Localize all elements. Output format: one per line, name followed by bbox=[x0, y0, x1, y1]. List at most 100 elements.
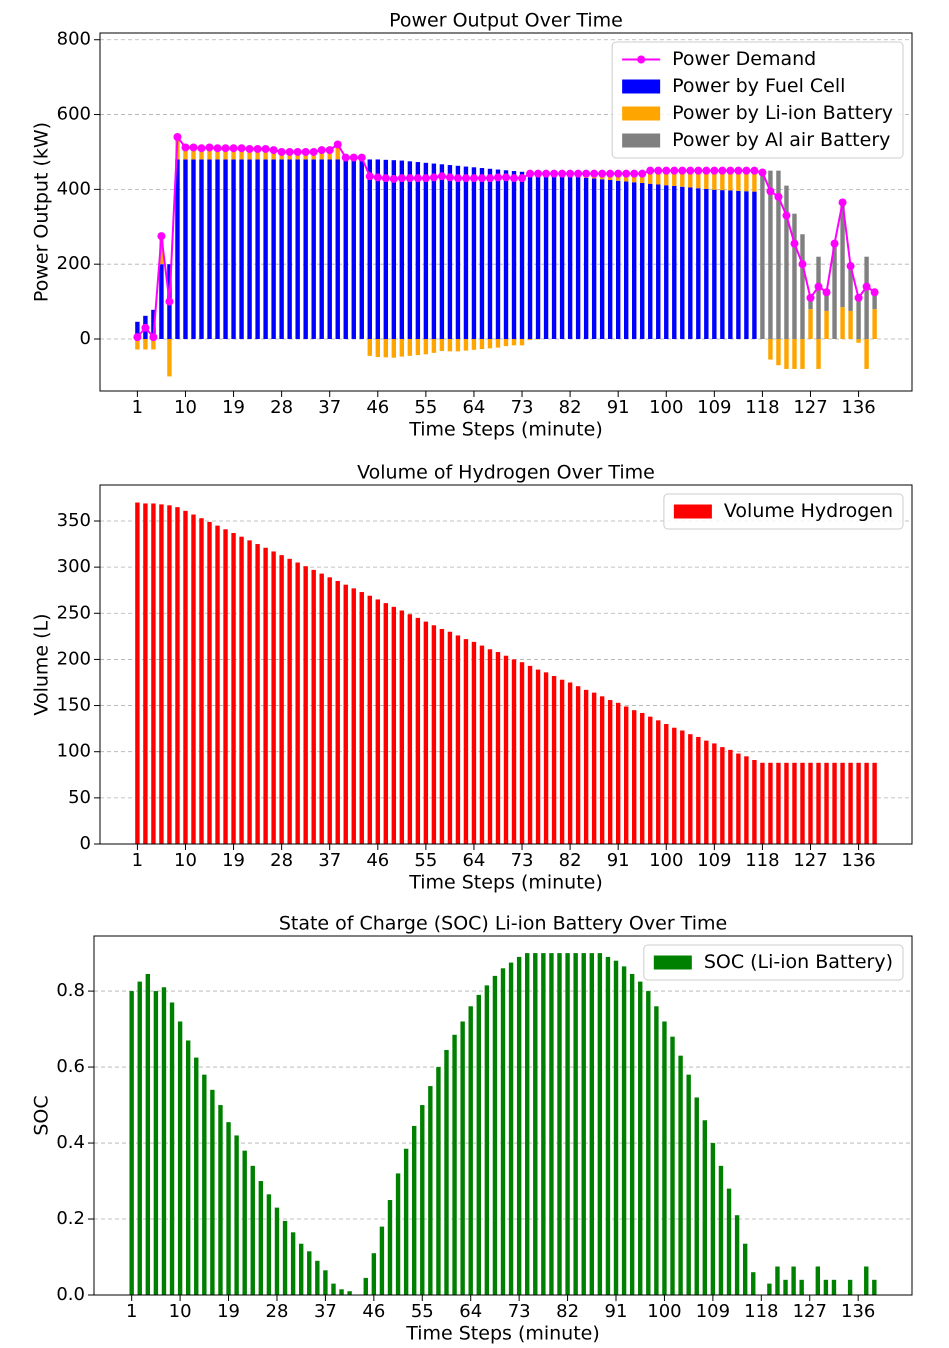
bar bbox=[678, 1055, 683, 1295]
demand-marker bbox=[285, 147, 294, 156]
bar bbox=[783, 1279, 788, 1295]
bar bbox=[460, 1021, 465, 1295]
bar bbox=[223, 159, 228, 340]
bar bbox=[776, 170, 781, 340]
bar bbox=[632, 710, 637, 844]
demand-marker bbox=[686, 166, 695, 175]
y-tick-label: 600 bbox=[57, 104, 91, 125]
bar bbox=[323, 1270, 328, 1295]
bar bbox=[395, 1173, 401, 1295]
legend-label: Power by Li-ion Battery bbox=[672, 102, 893, 124]
demand-marker bbox=[301, 147, 310, 156]
demand-marker bbox=[654, 166, 663, 175]
bar bbox=[784, 762, 789, 844]
bar bbox=[363, 1277, 368, 1295]
bar bbox=[670, 1036, 675, 1295]
demand-marker bbox=[309, 147, 318, 156]
bar bbox=[688, 187, 693, 340]
bar bbox=[760, 762, 765, 844]
bar bbox=[872, 309, 877, 340]
bar bbox=[575, 177, 581, 340]
bar bbox=[403, 1148, 409, 1295]
bar bbox=[815, 1266, 821, 1295]
bar bbox=[503, 170, 509, 340]
bar bbox=[686, 1074, 691, 1295]
demand-marker bbox=[702, 166, 711, 175]
bar bbox=[428, 1086, 433, 1295]
bar bbox=[775, 1266, 780, 1295]
bar bbox=[575, 686, 581, 844]
demand-marker bbox=[381, 174, 390, 183]
bar bbox=[599, 179, 605, 340]
bar bbox=[768, 339, 773, 360]
y-tick-label: 0.8 bbox=[56, 980, 85, 1001]
bar bbox=[383, 159, 389, 340]
demand-marker bbox=[437, 172, 446, 181]
bar bbox=[847, 1279, 853, 1295]
y-tick-label: 400 bbox=[57, 178, 91, 199]
demand-marker bbox=[445, 173, 454, 182]
y-tick-label: 0.6 bbox=[56, 1056, 85, 1077]
bar bbox=[720, 747, 725, 844]
bar bbox=[159, 504, 164, 844]
x-tick-label: 10 bbox=[174, 850, 197, 871]
x-tick-label: 55 bbox=[411, 1301, 434, 1322]
bar bbox=[415, 617, 421, 844]
bar bbox=[791, 1266, 796, 1295]
bar bbox=[455, 165, 461, 340]
demand-marker bbox=[798, 260, 807, 269]
x-tick-label: 1 bbox=[132, 397, 143, 418]
bar bbox=[359, 592, 364, 844]
bar bbox=[824, 292, 829, 311]
bar bbox=[704, 188, 709, 340]
demand-marker bbox=[197, 144, 206, 153]
bar bbox=[431, 339, 437, 353]
bar bbox=[654, 1006, 659, 1295]
bar bbox=[331, 1283, 336, 1295]
bar bbox=[423, 162, 429, 340]
x-tick-label: 46 bbox=[366, 850, 389, 871]
bar bbox=[527, 172, 533, 340]
y-tick-label: 100 bbox=[57, 741, 91, 762]
x-tick-label: 19 bbox=[222, 850, 245, 871]
x-tick-label: 37 bbox=[318, 397, 341, 418]
bar bbox=[589, 953, 594, 1295]
bar bbox=[215, 148, 220, 160]
x-tick-label: 136 bbox=[841, 1301, 875, 1322]
demand-marker bbox=[333, 140, 342, 149]
bar bbox=[710, 1143, 716, 1295]
bar bbox=[375, 599, 380, 844]
bar bbox=[175, 159, 180, 340]
bar bbox=[519, 662, 525, 844]
bar bbox=[367, 159, 372, 340]
bar bbox=[487, 339, 493, 349]
demand-marker bbox=[221, 144, 230, 153]
bar bbox=[824, 762, 829, 844]
bar bbox=[559, 679, 565, 844]
x-tick-label: 109 bbox=[697, 850, 731, 871]
demand-marker bbox=[766, 187, 775, 196]
bar bbox=[632, 173, 637, 183]
bar bbox=[423, 339, 429, 355]
chart-title: Power Output Over Time bbox=[389, 10, 623, 32]
x-tick-label: 55 bbox=[414, 397, 437, 418]
bar bbox=[768, 170, 773, 340]
bar bbox=[274, 1207, 280, 1295]
demand-marker bbox=[165, 297, 174, 306]
demand-marker bbox=[822, 288, 831, 297]
bar bbox=[177, 1021, 183, 1295]
demand-marker bbox=[413, 174, 422, 183]
bar bbox=[543, 174, 549, 340]
x-tick-label: 127 bbox=[793, 1301, 827, 1322]
bar bbox=[856, 294, 861, 340]
bar bbox=[359, 159, 364, 340]
bar bbox=[319, 159, 324, 340]
bar bbox=[282, 1220, 288, 1295]
bar bbox=[824, 310, 829, 340]
demand-marker bbox=[253, 144, 262, 153]
bar bbox=[760, 170, 765, 340]
bar bbox=[607, 700, 613, 844]
bar bbox=[656, 720, 661, 844]
bar bbox=[199, 148, 204, 160]
